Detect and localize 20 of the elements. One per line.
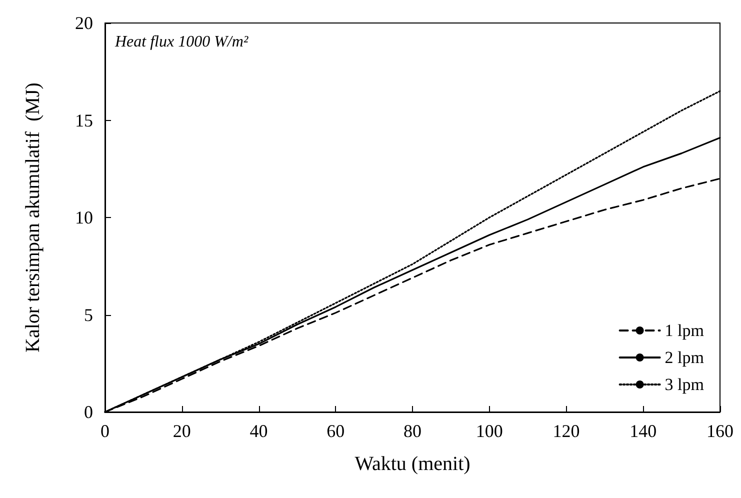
legend-label: 1 lpm <box>664 321 704 340</box>
x-tick-label: 140 <box>630 421 657 441</box>
x-axis-title: Waktu (menit) <box>354 453 470 475</box>
legend-label: 2 lpm <box>664 348 704 367</box>
x-tick-label: 0 <box>100 421 110 441</box>
annotation: Heat flux 1000 W/m² <box>114 34 250 50</box>
x-tick-label: 80 <box>404 421 422 441</box>
x-tick-label: 20 <box>172 421 191 441</box>
legend-label: 3 lpm <box>664 375 704 394</box>
y-tick-label: 0 <box>84 402 93 422</box>
x-tick-label: 60 <box>326 421 345 441</box>
y-tick-label: 20 <box>75 13 93 33</box>
y-tick-label: 15 <box>75 110 93 130</box>
x-tick-label: 120 <box>552 421 580 441</box>
x-tick-label: 40 <box>250 421 268 441</box>
x-tick-label: 100 <box>476 421 503 441</box>
y-axis-title: Kalor tersimpan akumulatif (MJ) <box>22 82 44 352</box>
y-tick-label: 5 <box>84 304 93 325</box>
y-tick-label: 10 <box>75 208 93 228</box>
x-tick-label: 160 <box>706 421 734 441</box>
